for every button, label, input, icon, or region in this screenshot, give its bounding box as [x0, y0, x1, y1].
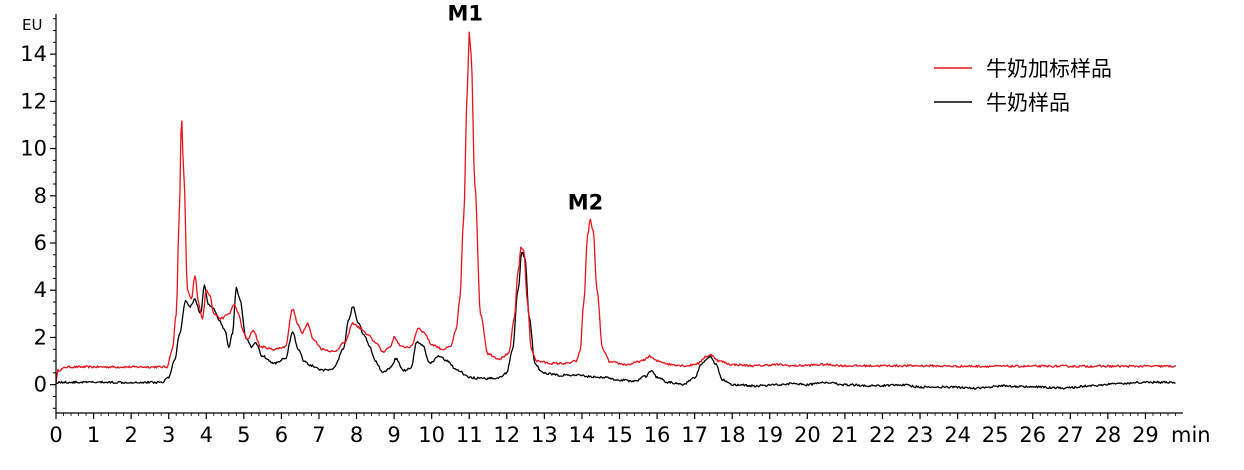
y-tick-label: 2	[34, 325, 47, 349]
x-tick-label: 29	[1132, 423, 1159, 447]
legend-label-spiked: 牛奶加标样品	[986, 57, 1112, 81]
x-tick-label: 14	[569, 423, 596, 447]
y-axis-unit-label: EU	[22, 16, 42, 34]
x-tick-label: 11	[456, 423, 483, 447]
x-tick-label: 0	[49, 423, 62, 447]
x-tick-label: 3	[162, 423, 175, 447]
x-tick-label: 7	[312, 423, 325, 447]
x-tick-label: 6	[275, 423, 288, 447]
x-tick-label: 18	[719, 423, 746, 447]
y-ticks: 0 2 4 6 8 10 12 14	[20, 18, 56, 409]
x-tick-label: 5	[237, 423, 250, 447]
x-tick-label: 27	[1057, 423, 1084, 447]
x-tick-label: 20	[794, 423, 821, 447]
x-tick-label: 22	[869, 423, 896, 447]
y-tick-label: 14	[20, 42, 47, 66]
x-tick-label: 13	[531, 423, 558, 447]
x-tick-label: 21	[832, 423, 859, 447]
legend-label-plain: 牛奶样品	[986, 91, 1070, 115]
x-tick-label: 9	[387, 423, 400, 447]
series-line-spiked	[55, 31, 1177, 384]
x-tick-label: 4	[200, 423, 213, 447]
x-tick-label: 28	[1094, 423, 1121, 447]
peak-label-m1: M1	[447, 2, 483, 26]
x-tick-label: 26	[1019, 423, 1046, 447]
legend: 牛奶加标样品 牛奶样品	[934, 57, 1112, 115]
x-tick-label: 24	[944, 423, 971, 447]
x-tick-label: 8	[350, 423, 363, 447]
x-tick-label: 16	[644, 423, 671, 447]
series-line-plain	[55, 251, 1176, 390]
x-tick-label: 23	[907, 423, 934, 447]
series-layer	[55, 31, 1177, 390]
y-tick-label: 12	[20, 89, 47, 113]
x-tick-label: 25	[982, 423, 1009, 447]
x-tick-label: 10	[418, 423, 445, 447]
x-ticks: 0 1 2 3 4 5 6 7 8 9 10 11 12 13 14 15 16 17 18 19 20 21 22 23 24…	[49, 413, 1176, 447]
y-tick-label: 4	[34, 278, 47, 302]
x-tick-label: 2	[124, 423, 137, 447]
x-tick-label: 15	[606, 423, 633, 447]
x-tick-label: 1	[87, 423, 100, 447]
x-axis-unit-label: min	[1171, 423, 1211, 447]
peak-label-m2: M2	[568, 190, 604, 214]
x-tick-label: 19	[756, 423, 783, 447]
y-tick-label: 10	[20, 137, 47, 161]
x-tick-label: 17	[681, 423, 708, 447]
x-tick-label: 12	[493, 423, 520, 447]
peak-annotations: M1 M2	[447, 2, 603, 215]
y-tick-label: 0	[34, 373, 47, 397]
y-tick-label: 6	[34, 231, 47, 255]
y-tick-label: 8	[34, 184, 47, 208]
